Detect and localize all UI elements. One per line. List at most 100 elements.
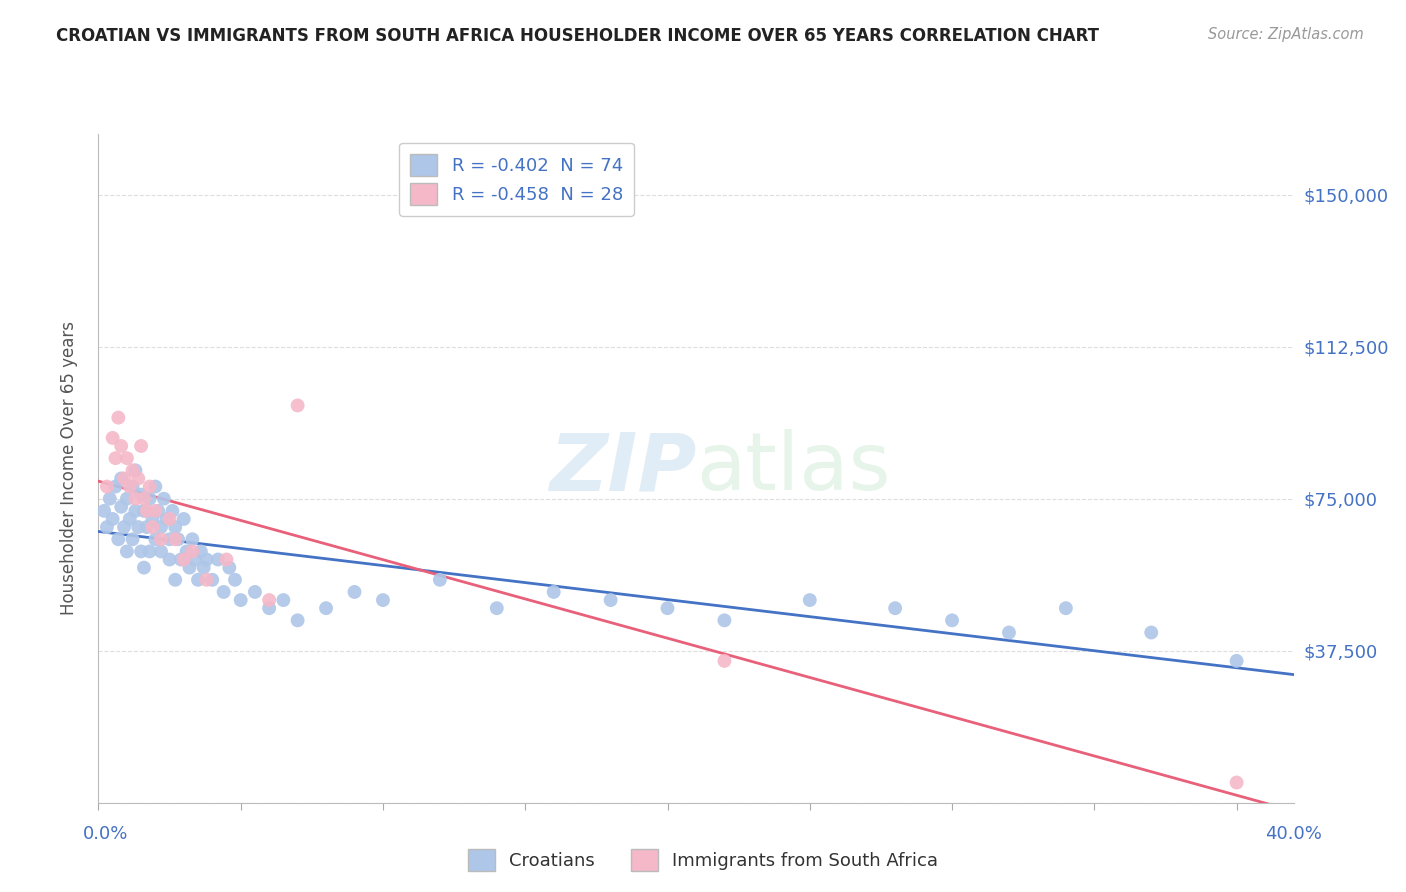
Point — [343, 585, 366, 599]
Point — [96, 520, 118, 534]
Point — [1140, 625, 1163, 640]
Point — [132, 560, 155, 574]
Point — [115, 451, 138, 466]
Point — [115, 491, 138, 506]
Point — [124, 463, 146, 477]
Point — [121, 533, 143, 547]
Point — [159, 552, 181, 566]
Text: atlas: atlas — [696, 429, 890, 508]
Point — [190, 544, 212, 558]
Point — [941, 613, 963, 627]
Point — [543, 585, 565, 599]
Point — [218, 560, 240, 574]
Point — [1226, 775, 1249, 789]
Point — [257, 601, 280, 615]
Point — [118, 479, 141, 493]
Point — [107, 410, 129, 425]
Point — [173, 552, 195, 566]
Point — [159, 512, 181, 526]
Point — [143, 533, 166, 547]
Point — [657, 601, 679, 615]
Point — [159, 533, 181, 547]
Point — [193, 560, 215, 574]
Legend: R = -0.402  N = 74, R = -0.458  N = 28: R = -0.402 N = 74, R = -0.458 N = 28 — [399, 143, 634, 216]
Point — [104, 451, 127, 466]
Point — [195, 552, 218, 566]
Point — [127, 520, 149, 534]
Point — [201, 573, 224, 587]
Point — [181, 544, 204, 558]
Point — [212, 585, 235, 599]
Point — [143, 479, 166, 493]
Point — [93, 504, 115, 518]
Point — [121, 463, 143, 477]
Point — [98, 491, 121, 506]
Point — [135, 504, 157, 518]
Point — [143, 504, 166, 518]
Point — [713, 654, 735, 668]
Point — [156, 512, 179, 526]
Point — [129, 439, 152, 453]
Point — [124, 491, 146, 506]
Point — [141, 512, 163, 526]
Point — [273, 593, 295, 607]
Point — [224, 573, 246, 587]
Point — [243, 585, 266, 599]
Point — [127, 471, 149, 485]
Text: Source: ZipAtlas.com: Source: ZipAtlas.com — [1208, 27, 1364, 42]
Point — [998, 625, 1021, 640]
Point — [138, 479, 160, 493]
Point — [101, 431, 124, 445]
Point — [429, 573, 451, 587]
Point — [167, 533, 190, 547]
Point — [1054, 601, 1077, 615]
Point — [713, 613, 735, 627]
Point — [135, 520, 157, 534]
Text: 0.0%: 0.0% — [83, 825, 128, 843]
Point — [162, 504, 184, 518]
Point — [112, 520, 135, 534]
Point — [165, 533, 187, 547]
Point — [110, 471, 132, 485]
Point — [215, 552, 238, 566]
Point — [153, 491, 176, 506]
Point — [257, 593, 280, 607]
Point — [165, 520, 187, 534]
Text: CROATIAN VS IMMIGRANTS FROM SOUTH AFRICA HOUSEHOLDER INCOME OVER 65 YEARS CORREL: CROATIAN VS IMMIGRANTS FROM SOUTH AFRICA… — [56, 27, 1099, 45]
Point — [170, 552, 193, 566]
Point — [129, 544, 152, 558]
Point — [101, 512, 124, 526]
Y-axis label: Householder Income Over 65 years: Householder Income Over 65 years — [59, 321, 77, 615]
Point — [165, 573, 187, 587]
Point — [138, 544, 160, 558]
Point — [121, 479, 143, 493]
Point — [141, 520, 163, 534]
Point — [110, 439, 132, 453]
Point — [150, 544, 173, 558]
Point — [104, 479, 127, 493]
Legend: Croatians, Immigrants from South Africa: Croatians, Immigrants from South Africa — [460, 842, 946, 879]
Point — [129, 488, 152, 502]
Point — [371, 593, 394, 607]
Point — [229, 593, 252, 607]
Point — [112, 471, 135, 485]
Point — [176, 544, 198, 558]
Point — [96, 479, 118, 493]
Point — [110, 500, 132, 514]
Point — [884, 601, 907, 615]
Point — [132, 491, 155, 506]
Point — [287, 399, 309, 413]
Point — [138, 491, 160, 506]
Point — [150, 520, 173, 534]
Point — [485, 601, 508, 615]
Text: 40.0%: 40.0% — [1265, 825, 1322, 843]
Point — [179, 560, 201, 574]
Point — [1226, 654, 1249, 668]
Point — [148, 504, 170, 518]
Point — [115, 544, 138, 558]
Point — [315, 601, 337, 615]
Point — [118, 512, 141, 526]
Point — [181, 533, 204, 547]
Point — [187, 573, 209, 587]
Point — [207, 552, 229, 566]
